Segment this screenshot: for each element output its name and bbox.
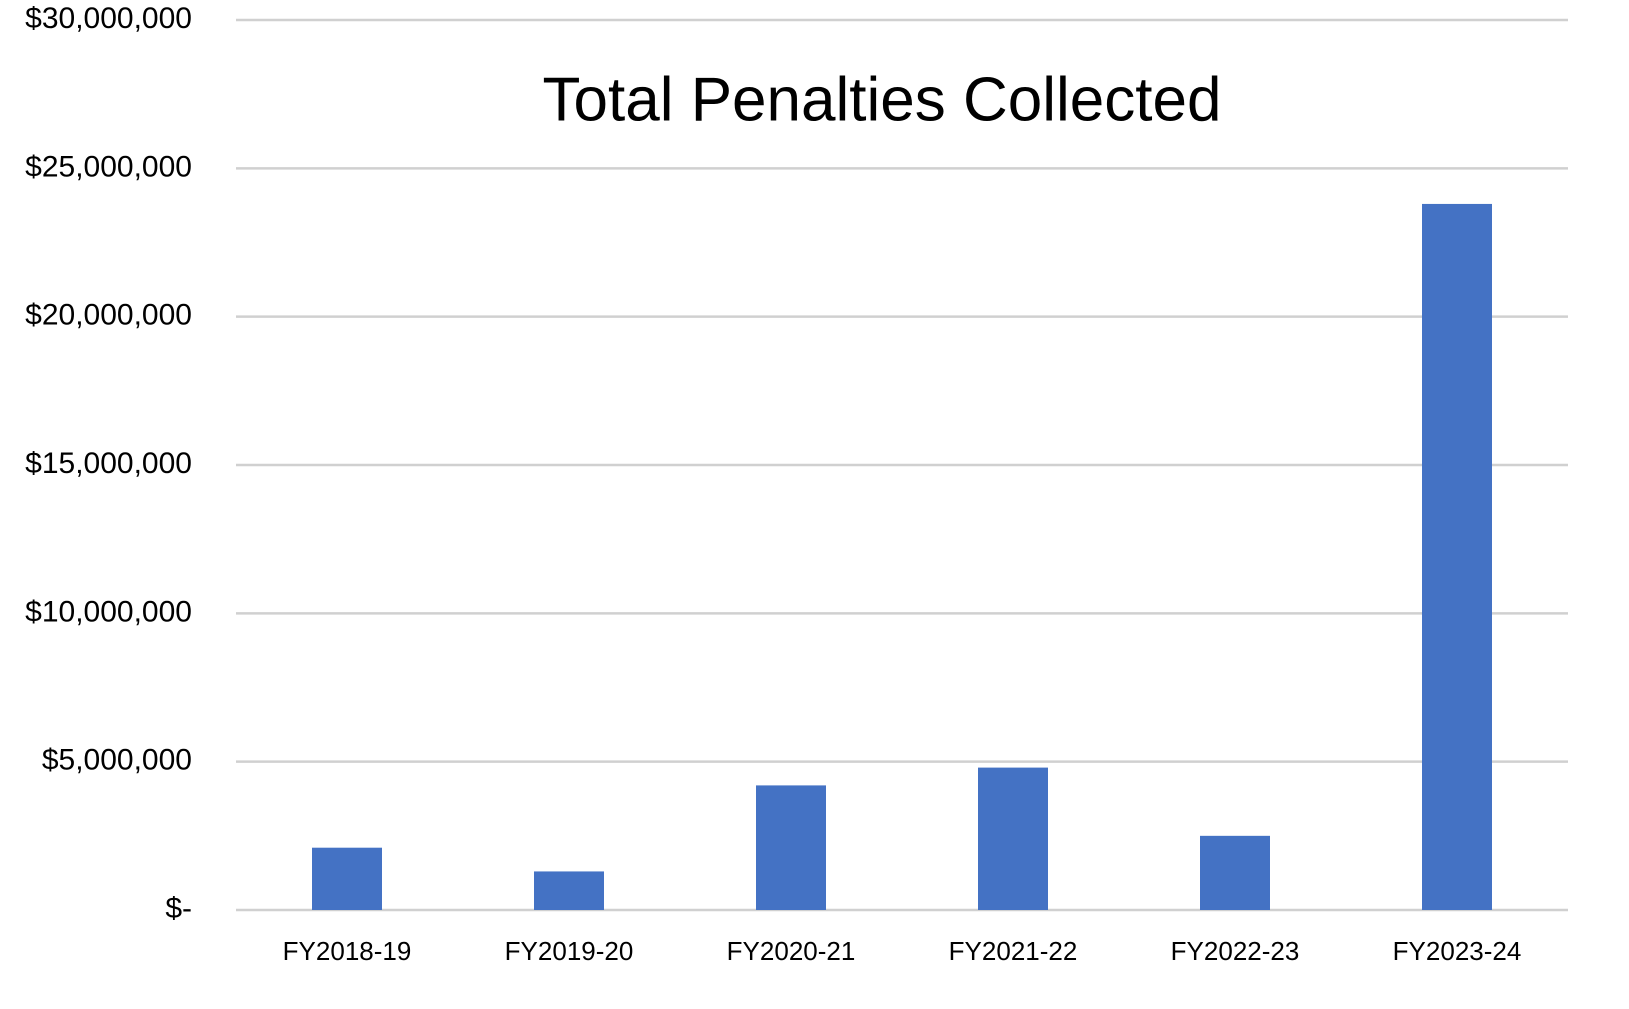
bar — [756, 785, 826, 910]
bar — [1422, 203, 1492, 910]
x-tick-label: FY2022-23 — [1171, 936, 1300, 966]
y-tick-label: $20,000,000 — [25, 299, 192, 332]
x-tick-label: FY2021-22 — [949, 936, 1078, 966]
y-tick-label: $5,000,000 — [42, 744, 192, 777]
bar — [534, 871, 604, 910]
bar — [312, 847, 382, 910]
bar — [1200, 835, 1270, 910]
x-tick-label: FY2020-21 — [727, 936, 856, 966]
y-tick-label: $10,000,000 — [25, 595, 192, 628]
x-tick-label: FY2018-19 — [283, 936, 412, 966]
y-tick-label: $25,000,000 — [25, 150, 192, 183]
bar — [978, 767, 1048, 910]
y-tick-label: $30,000,000 — [25, 2, 192, 35]
x-tick-label: FY2023-24 — [1393, 936, 1522, 966]
y-tick-label: $- — [165, 892, 192, 925]
x-tick-label: FY2019-20 — [505, 936, 634, 966]
chart-title: Total Penalties Collected — [543, 65, 1222, 134]
y-tick-label: $15,000,000 — [25, 447, 192, 480]
